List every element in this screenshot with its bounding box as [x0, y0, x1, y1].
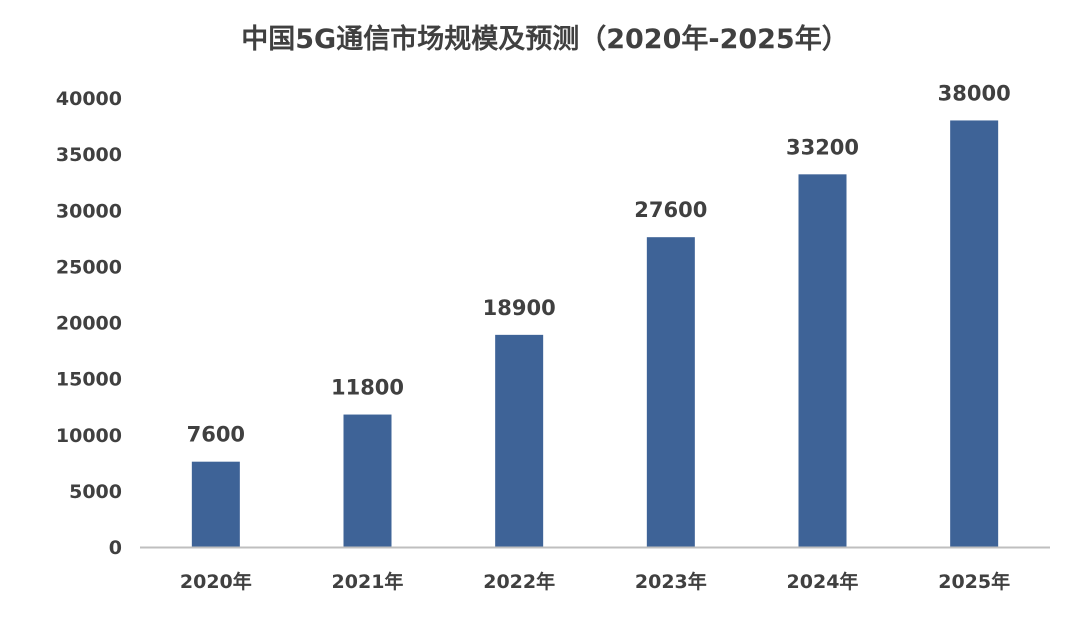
- x-tick-label: 2020年: [180, 570, 252, 593]
- data-label: 7600: [187, 423, 245, 447]
- data-label: 11800: [331, 376, 404, 400]
- y-tick-label: 35000: [56, 144, 122, 166]
- bar: [950, 120, 999, 547]
- x-tick-label: 2021年: [332, 570, 404, 593]
- y-tick-label: 0: [109, 537, 122, 559]
- y-tick-label: 20000: [56, 313, 122, 335]
- bar: [495, 334, 544, 547]
- bar: [646, 237, 695, 547]
- x-axis-ticks: 2020年 2021年 2022年 2023年 2024年 2025年: [180, 570, 1010, 593]
- y-tick-label: 30000: [56, 200, 122, 222]
- y-tick-label: 10000: [56, 425, 122, 447]
- bar: [343, 414, 392, 547]
- data-label: 38000: [938, 81, 1011, 105]
- x-tick-label: 2022年: [483, 570, 555, 593]
- y-axis-ticks: 0 5000 10000 15000 20000 25000 30000 35000 40000: [56, 88, 122, 559]
- data-label: 27600: [634, 198, 707, 222]
- y-tick-label: 5000: [69, 481, 122, 503]
- x-tick-label: 2024年: [787, 570, 859, 593]
- chart-title: 中国5G通信市场规模及预测（2020年-2025年）: [241, 23, 848, 55]
- data-label: 33200: [786, 135, 859, 159]
- data-label: 18900: [483, 296, 556, 320]
- data-labels-group: 7600 11800 18900 27600 33200 38000: [187, 81, 1011, 446]
- y-tick-label: 25000: [56, 256, 122, 278]
- x-tick-label: 2023年: [635, 570, 707, 593]
- y-tick-label: 40000: [56, 88, 122, 110]
- bar: [191, 461, 240, 547]
- x-tick-label: 2025年: [938, 570, 1010, 593]
- y-tick-label: 15000: [56, 369, 122, 391]
- bar: [798, 174, 847, 547]
- bars-group: [191, 120, 999, 547]
